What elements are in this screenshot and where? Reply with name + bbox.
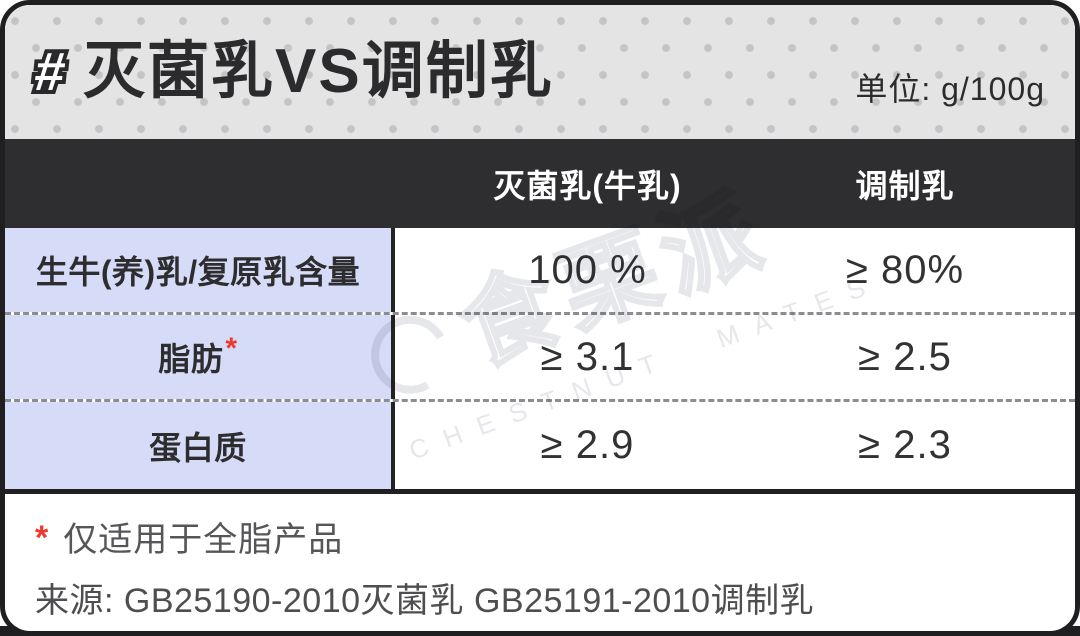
value-modified: ≥ 2.5 <box>858 334 952 379</box>
row-label-text: 脂肪 <box>158 341 224 377</box>
row-label: 蛋白质 <box>5 402 395 489</box>
page-title: 灭菌乳VS调制乳 <box>83 37 554 106</box>
column-header-sterilized-milk: 灭菌乳(牛乳) <box>493 167 682 204</box>
row-label-text: 蛋白质 <box>149 429 247 466</box>
value-modified: ≥ 80% <box>845 247 965 292</box>
hash-icon: # <box>28 38 72 106</box>
column-header-row: 灭菌乳(牛乳) 调制乳 <box>5 139 1075 228</box>
row-label: 脂肪 * <box>5 315 395 399</box>
header-band: # 灭菌乳VS调制乳 单位: g/100g <box>5 5 1075 139</box>
value-sterilized: 100 % <box>528 247 647 292</box>
value-modified: ≥ 2.3 <box>858 423 952 467</box>
table-row-fat: 脂肪 * ≥ 3.1 ≥ 2.5 <box>5 315 1075 402</box>
table-body: 生牛(养)乳/复原乳含量 100 % ≥ 80% 脂肪 * ≥ 3.1 ≥ 2.… <box>5 228 1075 494</box>
asterisk-marker: * <box>225 332 238 365</box>
table-row-milk-content: 生牛(养)乳/复原乳含量 100 % ≥ 80% <box>5 228 1075 315</box>
value-sterilized: ≥ 3.1 <box>540 334 635 379</box>
footnote-text: 仅适用于全脂产品 <box>63 521 344 559</box>
row-label-text: 生牛(养)乳/复原乳含量 <box>35 254 361 290</box>
value-sterilized: ≥ 2.9 <box>540 423 635 467</box>
footnote-asterisk: * <box>35 519 50 557</box>
footnote-line: * 仅适用于全脂产品 <box>35 512 1045 561</box>
unit-label: 单位: g/100g <box>855 71 1045 107</box>
source-line: 来源: GB25190-2010灭菌乳 GB25191-2010调制乳 <box>35 582 815 620</box>
row-label: 生牛(养)乳/复原乳含量 <box>5 228 395 312</box>
table-row-protein: 蛋白质 ≥ 2.9 ≥ 2.3 <box>5 402 1075 489</box>
footer: * 仅适用于全脂产品 来源: GB25190-2010灭菌乳 GB25191-2… <box>5 494 1075 622</box>
column-header-modified-milk: 调制乳 <box>855 167 955 204</box>
